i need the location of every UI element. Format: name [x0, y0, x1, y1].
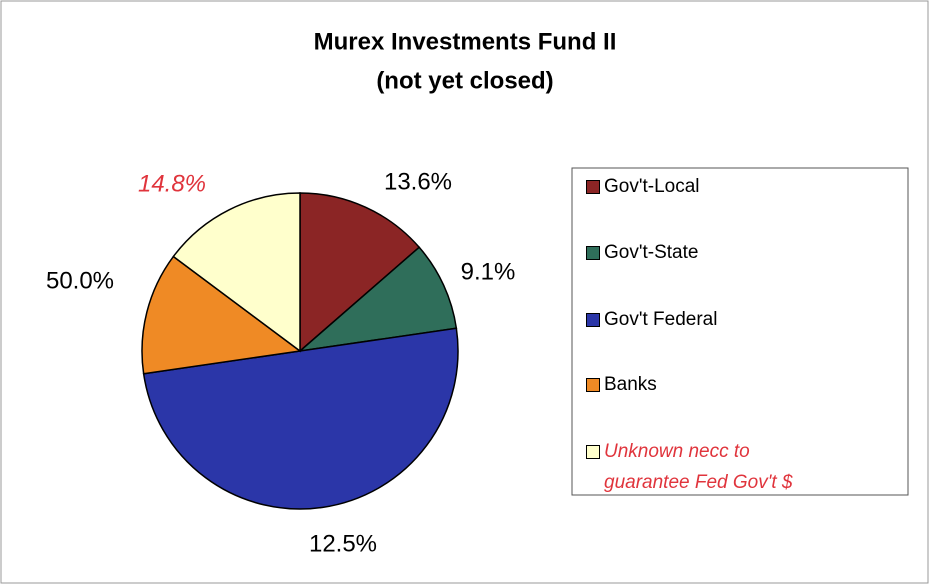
pie-slice — [172, 192, 301, 353]
legend-swatch — [586, 180, 600, 194]
pie-slice — [141, 255, 302, 375]
legend-swatch — [586, 313, 600, 327]
legend-label: Gov't-Local — [604, 176, 700, 197]
pie-slice — [297, 246, 458, 353]
legend-item: Unknown necc to guarantee Fed Gov't $ — [586, 436, 804, 498]
legend-label: Banks — [604, 374, 657, 395]
chart-title: Murex Investments Fund II — [314, 28, 617, 55]
data-label: 50.0% — [46, 267, 114, 294]
pie-slice — [299, 192, 421, 353]
legend-item: Gov't Federal — [586, 304, 804, 335]
legend-swatch — [586, 445, 600, 459]
legend-label: Gov't Federal — [604, 309, 718, 330]
pie-slice — [142, 327, 459, 510]
data-label: 12.5% — [309, 530, 377, 557]
data-label: 14.8% — [138, 170, 206, 197]
chart-subtitle: (not yet closed) — [376, 67, 553, 94]
data-label: 9.1% — [461, 258, 516, 285]
legend-box — [571, 167, 909, 496]
legend-swatch — [586, 246, 600, 260]
legend-swatch — [586, 378, 600, 392]
legend-item: Gov't-Local — [586, 171, 804, 202]
legend-item: Gov't-State — [586, 237, 804, 268]
legend-item: Banks — [586, 369, 804, 400]
legend-label: Unknown necc to guarantee Fed Gov't $ — [604, 441, 793, 493]
data-label: 13.6% — [384, 168, 452, 195]
legend-label: Gov't-State — [604, 242, 699, 263]
